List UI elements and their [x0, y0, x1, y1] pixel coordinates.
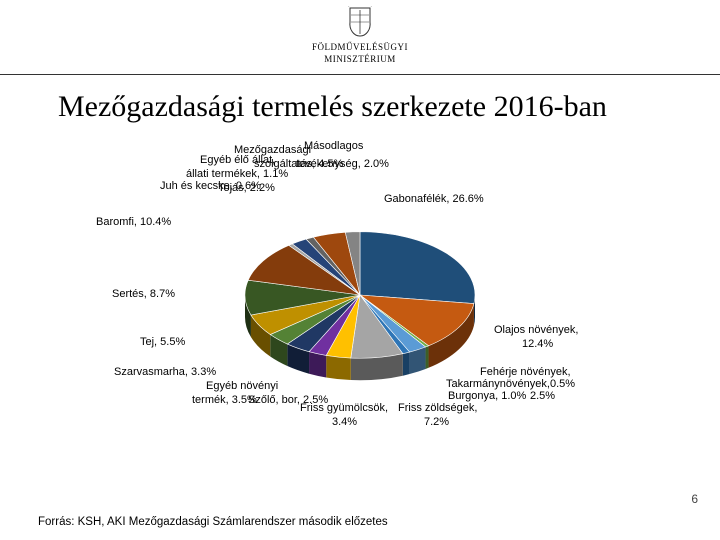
slide-page: FÖLDMŰVELÉSÜGYI MINISZTÉRIUM Mezőgazdasá…	[0, 0, 720, 540]
pie-label: állati termékek, 1.1%	[186, 168, 288, 181]
page-number: 6	[691, 492, 698, 506]
pie-slice-top	[360, 232, 475, 304]
pie-label: 2.5%	[530, 390, 555, 403]
pie-label: Friss zöldségek,	[398, 402, 477, 415]
pie-label: Szarvasmarha, 3.3%	[114, 366, 216, 379]
pie-label: Burgonya, 1.0%	[448, 390, 526, 403]
pie-label: Egyéb növényi	[206, 380, 278, 393]
pie-label: 7.2%	[424, 416, 449, 429]
pie-label: Másodlagos	[304, 140, 363, 153]
pie-label: Fehérje növények,	[480, 366, 571, 379]
pie-label: Baromfi, 10.4%	[96, 216, 171, 229]
pie-slice-side	[326, 355, 351, 380]
pie-slice-side	[309, 352, 326, 378]
pie-label: Sertés, 8.7%	[112, 288, 175, 301]
pie-label: Tej, 5.5%	[140, 336, 185, 349]
pie-slice-side	[426, 346, 429, 369]
slide-title: Mezőgazdasági termelés szerkezete 2016-b…	[58, 90, 607, 124]
pie-label: Takarmánynövények,	[446, 378, 550, 391]
source-text: Forrás: KSH, AKI Mezőgazdasági Számlaren…	[38, 516, 388, 528]
pie-chart-area: MásodlagosMezőgazdaságiEgyéb élő állat,s…	[0, 130, 720, 470]
crest-icon	[346, 6, 374, 40]
pie-label: 0.5%	[550, 378, 575, 391]
pie-label: Olajos növények,	[494, 324, 578, 337]
pie-label: Tojás, 2.2%	[218, 182, 275, 195]
ministry-name-top: FÖLDMŰVELÉSÜGYI	[312, 42, 408, 52]
pie-label: Friss gyümölcsök,	[300, 402, 388, 415]
pie-label: tevékenység, 2.0%	[296, 158, 389, 171]
ministry-name-bottom: MINISZTÉRIUM	[312, 54, 408, 64]
pie-chart	[180, 160, 540, 460]
pie-label: Gabonafélék, 26.6%	[384, 193, 484, 206]
pie-label: 12.4%	[522, 338, 553, 351]
pie-label: 3.4%	[332, 416, 357, 429]
pie-slice-side	[403, 352, 410, 376]
slide-header: FÖLDMŰVELÉSÜGYI MINISZTÉRIUM	[0, 0, 720, 75]
ministry-crest: FÖLDMŰVELÉSÜGYI MINISZTÉRIUM	[312, 6, 408, 64]
